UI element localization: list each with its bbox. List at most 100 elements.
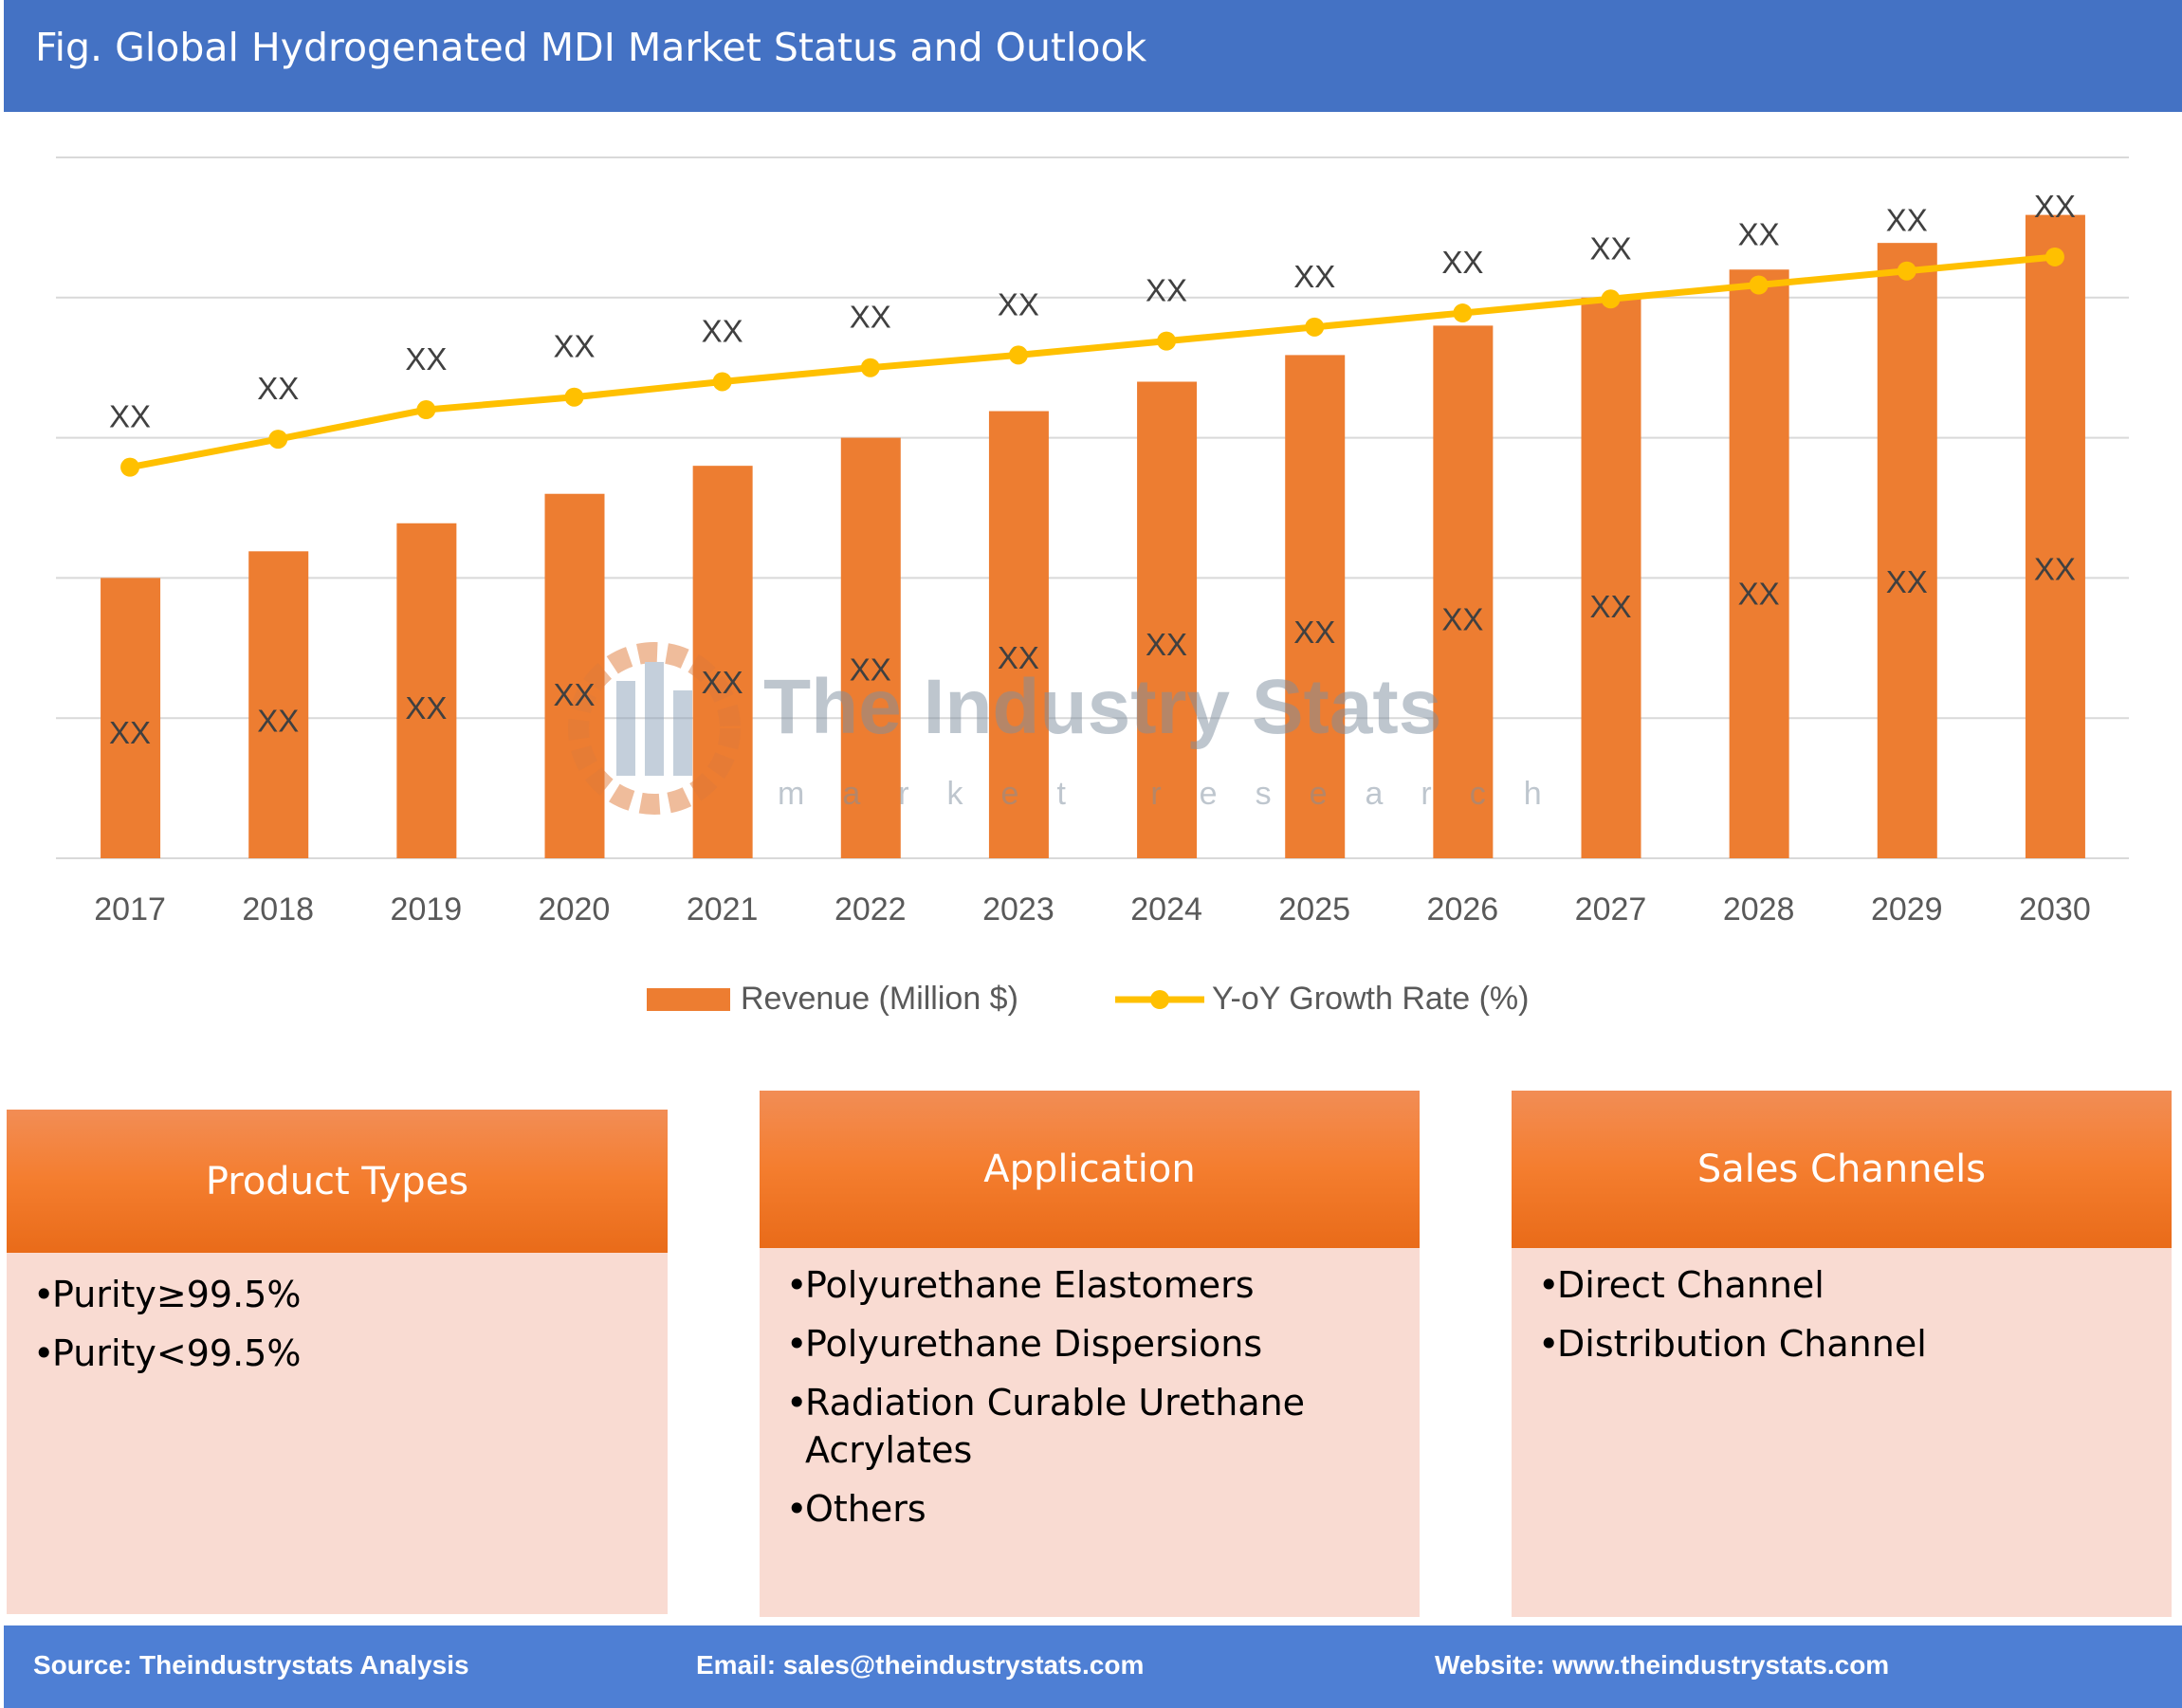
line-data-label: XX [850, 300, 891, 335]
bar-data-label: XX [2034, 552, 2076, 587]
page-title: Fig. Global Hydrogenated MDI Market Stat… [35, 25, 1147, 70]
x-tick-label: 2027 [1575, 891, 1647, 927]
legend-bar-swatch [647, 988, 730, 1011]
growth-point-2027 [1601, 289, 1621, 309]
bar-2023 [988, 411, 1049, 858]
x-tick-label: 2018 [242, 891, 314, 927]
panel-list: Direct Channel Distribution Channel [1512, 1261, 2172, 1379]
bar-data-label: XX [1146, 627, 1187, 662]
x-tick-label: 2026 [1427, 891, 1499, 927]
list-item: Polyurethane Elastomers [786, 1261, 1401, 1309]
bar-2022 [840, 437, 901, 858]
x-tick-label: 2022 [834, 891, 907, 927]
line-data-label: XX [553, 329, 595, 364]
x-tick-label: 2019 [391, 891, 463, 927]
legend: Revenue (Million $) Y-oY Growth Rate (%) [647, 981, 1529, 1017]
legend-line-marker [1150, 990, 1169, 1009]
list-item: Direct Channel [1538, 1261, 2153, 1309]
line-data-label: XX [2034, 189, 2076, 224]
bar-2030 [2025, 214, 2085, 858]
footer-source: Source: Theindustrystats Analysis [33, 1650, 469, 1680]
watermark-logo: The Industry Stats market research [568, 642, 1580, 815]
growth-point-2025 [1305, 317, 1325, 337]
list-item: Radiation Curable Urethane Acrylates [786, 1379, 1401, 1474]
watermark-tagline: market research [778, 776, 1580, 812]
growth-point-2024 [1157, 331, 1177, 351]
bar-data-label: XX [405, 690, 447, 725]
bar-data-label: XX [1886, 564, 1928, 599]
line-data-label: XX [1293, 259, 1335, 294]
line-data-label: XX [1886, 203, 1928, 238]
bar-2029 [1877, 243, 1937, 858]
growth-point-2021 [712, 372, 732, 392]
x-tick-label: 2024 [1130, 891, 1202, 927]
panel-title: Product Types [7, 1110, 668, 1253]
line-data-label: XX [702, 313, 743, 348]
bar-data-label: XX [1589, 589, 1631, 624]
x-tick-label: 2021 [687, 891, 759, 927]
bar-data-label: XX [1441, 601, 1483, 636]
x-tick-label: 2028 [1723, 891, 1795, 927]
growth-point-2022 [860, 358, 880, 377]
list-item: Polyurethane Dispersions [786, 1320, 1401, 1368]
list-item: Purity≥99.5% [33, 1271, 649, 1318]
growth-line [129, 253, 2056, 471]
panel-title: Sales Channels [1512, 1091, 2172, 1248]
bar-2018 [248, 551, 309, 858]
growth-point-2023 [1008, 345, 1028, 365]
footer-email[interactable]: Email: sales@theindustrystats.com [696, 1650, 1145, 1680]
list-item: Distribution Channel [1538, 1320, 2153, 1368]
growth-point-2020 [564, 387, 584, 407]
line-data-label: XX [257, 371, 299, 406]
bar-2017 [101, 578, 161, 858]
watermark-name: The Industry Stats [763, 664, 1441, 750]
bar-2027 [1581, 297, 1641, 858]
bar-data-label: XX [1293, 615, 1335, 650]
footer: Source: Theindustrystats Analysis Email:… [4, 1625, 2182, 1708]
panel-application: Application Polyurethane Elastomers Poly… [760, 1091, 1420, 1617]
bar-data-label: XX [998, 640, 1039, 675]
bar-data-label: XX [553, 677, 595, 712]
bar-data-label: XX [850, 652, 891, 687]
line-data-label: XX [405, 341, 447, 376]
line-data-label: XX [1738, 216, 1780, 251]
panel-sales-channels: Sales Channels Direct Channel Distributi… [1512, 1091, 2172, 1617]
panel-list: Polyurethane Elastomers Polyurethane Dis… [760, 1261, 1420, 1544]
bar-data-label: XX [257, 703, 299, 738]
line-data-label: XX [998, 286, 1039, 321]
title-bar: Fig. Global Hydrogenated MDI Market Stat… [4, 0, 2182, 112]
bar-2028 [1729, 269, 1789, 858]
legend-revenue: Revenue (Million $) [741, 981, 1018, 1017]
growth-point-2030 [2044, 247, 2064, 266]
growth-point-2018 [268, 430, 288, 450]
list-item: Purity<99.5% [33, 1330, 649, 1377]
line-data-label: XX [1589, 230, 1631, 266]
bar-2026 [1433, 325, 1494, 858]
growth-point-2017 [120, 457, 140, 477]
growth-point-2019 [416, 400, 436, 420]
growth-point-2028 [1749, 275, 1769, 295]
bar-2024 [1137, 381, 1198, 858]
line-data-label: XX [109, 399, 151, 434]
x-tick-label: 2030 [2019, 891, 2091, 927]
market-chart: The Industry Stats market research XX XX X… [56, 156, 2129, 1017]
footer-website[interactable]: Website: www.theindustrystats.com [1435, 1650, 1890, 1680]
x-tick-label: 2020 [539, 891, 611, 927]
legend-growth: Y-oY Growth Rate (%) [1212, 981, 1529, 1017]
x-tick-label: 2017 [94, 891, 166, 927]
bar-2019 [396, 523, 457, 858]
list-item: Others [786, 1485, 1401, 1533]
bar-2025 [1285, 355, 1346, 858]
x-tick-label: 2025 [1278, 891, 1350, 927]
line-data-label: XX [1441, 245, 1483, 280]
x-tick-label: 2029 [1871, 891, 1943, 927]
growth-point-2029 [1897, 261, 1916, 281]
bar-data-label: XX [702, 665, 743, 700]
panel-title: Application [760, 1091, 1420, 1248]
panel-list: Purity≥99.5% Purity<99.5% [7, 1271, 668, 1388]
x-tick-label: 2023 [982, 891, 1054, 927]
bar-data-label: XX [1738, 577, 1780, 612]
line-data-label: XX [1146, 273, 1187, 308]
panel-product-types: Product Types Purity≥99.5% Purity<99.5% [7, 1110, 668, 1614]
growth-point-2026 [1453, 303, 1473, 323]
